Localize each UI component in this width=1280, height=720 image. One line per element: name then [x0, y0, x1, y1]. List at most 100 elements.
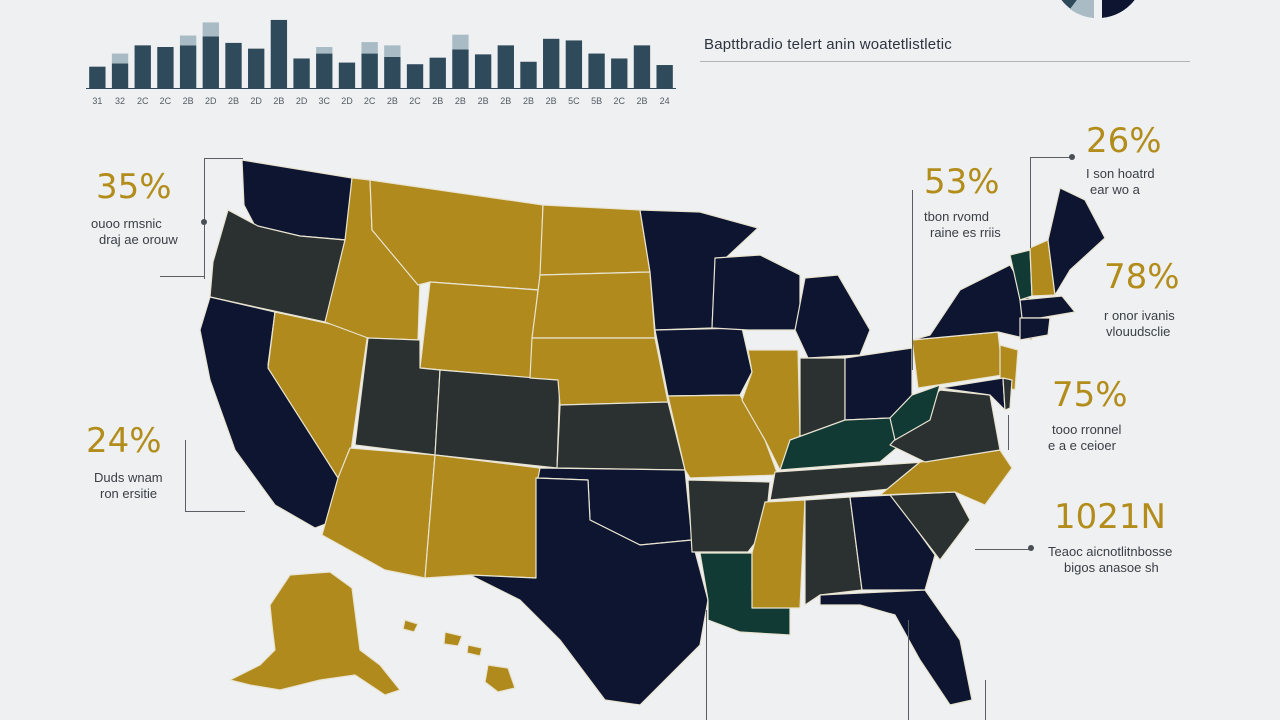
state-texas	[469, 477, 709, 706]
state-hawaii-3	[466, 644, 483, 657]
bar-series1-24	[633, 45, 651, 88]
bar-series1-9	[293, 58, 310, 88]
state-iowa	[654, 327, 753, 397]
stat-caption-line: raine es rriis	[930, 225, 1001, 240]
stat-callout-78: 78% r onor ivanis vlouudsclie	[1104, 260, 1180, 340]
map-states	[199, 159, 1106, 706]
bar-series1-5	[202, 36, 219, 88]
state-north-dakota	[539, 204, 651, 276]
connector-line	[185, 440, 187, 512]
bar-series1-10	[316, 53, 333, 88]
tick-label-19: 2B	[523, 96, 534, 106]
state-new-mexico	[424, 454, 541, 579]
bar-series1-16	[452, 49, 469, 88]
stat-caption-line: ouoo rmsnic	[91, 216, 162, 231]
connector-line	[908, 620, 910, 720]
bar-series2-5	[202, 22, 219, 37]
tick-label-11: 2D	[341, 96, 353, 106]
stat-caption-line: draj ae orouw	[99, 232, 178, 247]
connector-line	[1030, 157, 1073, 248]
stat-caption-line: e a e ceioer	[1048, 438, 1116, 453]
stat-caption-line: tbon rvomd	[924, 209, 990, 224]
stat-caption-line: r onor ivanis	[1104, 308, 1175, 323]
bar-series1-4	[179, 45, 197, 88]
state-connecticut	[1019, 317, 1051, 341]
tick-label-23: 2C	[614, 96, 626, 106]
tick-label-4: 2B	[183, 96, 194, 106]
state-massachusetts	[1019, 295, 1076, 319]
stat-callout-75: 75% tooo rronnel e a e ceioer	[1048, 375, 1128, 454]
stat-caption-line: vlouudsclie	[1106, 324, 1171, 339]
connector-line	[204, 158, 243, 279]
bar-series1-7	[248, 48, 265, 88]
tick-label-14: 2C	[409, 96, 421, 106]
bar-series1-3	[157, 47, 174, 88]
state-mississippi	[751, 499, 806, 609]
bar-series1-23	[611, 58, 628, 88]
connector-line	[985, 680, 987, 720]
bar-series2-10	[316, 47, 333, 54]
stat-percentage: 35%	[96, 167, 172, 207]
bar-series1-11	[338, 62, 356, 88]
tick-label-2: 2C	[137, 96, 149, 106]
state-colorado	[434, 369, 561, 469]
tick-label-16: 2B	[455, 96, 466, 106]
tick-label-17: 2B	[478, 96, 489, 106]
connector-line	[912, 190, 914, 370]
stat-caption-line: bigos anasoe sh	[1064, 560, 1159, 575]
stat-percentage: 78%	[1104, 257, 1180, 297]
tick-label-6: 2B	[228, 96, 239, 106]
tick-label-7: 2D	[250, 96, 262, 106]
stat-caption-line: Duds wnam	[94, 470, 163, 485]
stat-caption-line: ear wo a	[1090, 182, 1140, 197]
tick-label-20: 2B	[546, 96, 557, 106]
stat-caption-line: ron ersitie	[100, 486, 158, 501]
tick-label-1: 32	[115, 96, 125, 106]
tick-label-9: 2D	[296, 96, 308, 106]
state-south-dakota	[531, 271, 656, 339]
bar-series1-2	[134, 45, 151, 88]
bar-series1-8	[270, 19, 288, 88]
tick-label-8: 2B	[273, 96, 284, 106]
tick-label-18: 2B	[500, 96, 511, 106]
tick-label-22: 5B	[591, 96, 602, 106]
stat-callout-53: 53% tbon rvomd raine es rriis	[924, 165, 1001, 241]
stat-percentage: 75%	[1052, 375, 1128, 415]
connector-dot	[1028, 545, 1034, 551]
stat-caption-line: I son hoatrd	[1086, 166, 1155, 181]
state-maine	[1047, 187, 1106, 296]
tick-label-0: 31	[92, 96, 102, 106]
stat-callout-24: 24% Duds wnam ron ersitie	[86, 424, 163, 502]
state-tennessee	[769, 461, 926, 501]
bar-series1-21	[565, 40, 583, 88]
bar-series1-13	[384, 56, 401, 88]
state-michigan	[794, 274, 871, 359]
tick-label-13: 2B	[387, 96, 398, 106]
stat-callout-26: 26% I son hoatrd ear wo a	[1086, 124, 1162, 198]
state-florida	[819, 589, 973, 706]
bar-series1-14	[406, 64, 424, 88]
state-hawaii-1	[484, 664, 516, 693]
stat-percentage: 26%	[1086, 121, 1162, 161]
bar-series1-20	[543, 38, 560, 88]
bar-series1-19	[520, 61, 537, 88]
state-kansas	[556, 401, 686, 471]
tick-label-3: 2C	[160, 96, 172, 106]
connector-dot	[1069, 154, 1075, 160]
tick-label-25: 24	[660, 96, 670, 106]
bar-series1-17	[474, 54, 492, 88]
tick-label-15: 2B	[432, 96, 443, 106]
state-hawaii-4	[402, 619, 419, 633]
bar-series1-22	[588, 53, 605, 88]
bar-series1-0	[89, 66, 106, 88]
bar-series1-6	[225, 42, 242, 88]
header-title: Bapttbradio telert anin woatetlistletic	[704, 36, 952, 53]
bar-series2-4	[179, 35, 197, 46]
bar-series1-18	[497, 45, 514, 88]
bar-series2-13	[384, 45, 401, 57]
bar-series2-12	[361, 42, 378, 54]
bar-series1-15	[429, 57, 446, 88]
connector-line	[1008, 415, 1010, 450]
pie-chart-fragment	[1061, 0, 1135, 20]
tick-label-5: 2D	[205, 96, 217, 106]
